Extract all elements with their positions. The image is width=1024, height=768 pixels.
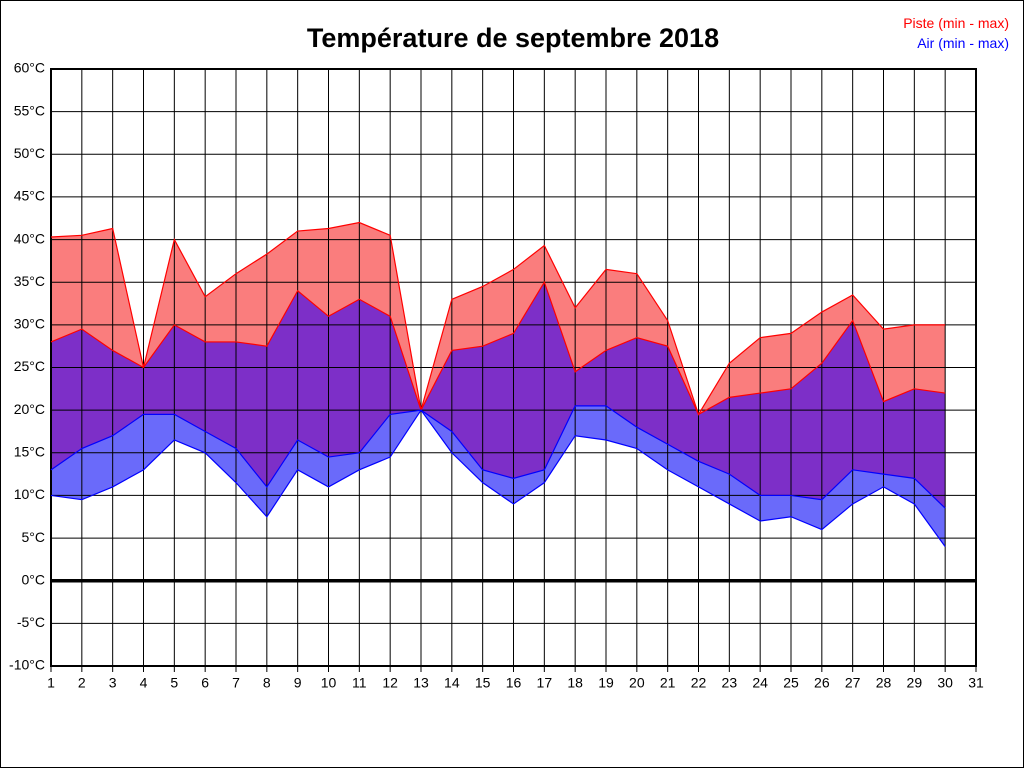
x-tick-label: 15 — [475, 674, 491, 690]
y-tick-label: 35°C — [14, 273, 45, 289]
y-tick-label: 60°C — [14, 60, 45, 76]
x-tick-label: 30 — [937, 674, 953, 690]
x-tick-label: 25 — [783, 674, 799, 690]
air-min-line — [50, 409, 946, 547]
y-axis: 60°C 55°C 50°C 45°C 40°C 35°C 30°C 25°C 20°C 15°C… — [9, 60, 45, 673]
x-tick-label: 19 — [598, 674, 614, 690]
series-outlines — [50, 221, 946, 547]
x-tick-label: 2 — [78, 674, 86, 690]
x-tick-label: 26 — [814, 674, 830, 690]
x-tick-label: 10 — [321, 674, 337, 690]
x-tick-label: 13 — [413, 674, 429, 690]
data-bands — [51, 222, 946, 547]
legend: Piste (min - max) Air (min - max) — [903, 13, 1009, 53]
page-title: Température de septembre 2018 — [306, 23, 720, 53]
y-tick-label: 50°C — [14, 145, 45, 161]
y-tick-label: -5°C — [17, 614, 45, 630]
x-tick-label: 1 — [47, 674, 55, 690]
x-tick-label: 16 — [506, 674, 522, 690]
y-tick-label: 10°C — [14, 486, 45, 502]
y-tick-label: 25°C — [14, 358, 45, 374]
x-tick-label: 20 — [629, 674, 645, 690]
x-tick-label: 24 — [752, 674, 768, 690]
x-tick-label: 7 — [232, 674, 240, 690]
x-tick-label: 29 — [907, 674, 923, 690]
legend-item-air: Air (min - max) — [917, 35, 1009, 51]
y-tick-label: -10°C — [9, 657, 45, 673]
x-tick-label: 6 — [201, 674, 209, 690]
x-tick-label: 14 — [444, 674, 460, 690]
overlap-band — [51, 282, 946, 509]
x-tick-label: 27 — [845, 674, 861, 690]
y-tick-label: 20°C — [14, 401, 45, 417]
air-max-line — [50, 405, 946, 509]
x-tick-label: 21 — [660, 674, 676, 690]
x-tick-label: 8 — [263, 674, 271, 690]
x-tick-label: 22 — [691, 674, 707, 690]
y-tick-label: 5°C — [22, 529, 46, 545]
y-tick-label: 30°C — [14, 316, 45, 332]
y-tick-label: 45°C — [14, 188, 45, 204]
x-tick-label: 28 — [876, 674, 892, 690]
x-tick-label: 12 — [382, 674, 398, 690]
x-tick-label: 9 — [294, 674, 302, 690]
y-tick-label: 40°C — [14, 230, 45, 246]
y-tick-label: 0°C — [22, 571, 46, 587]
piste-min-line — [50, 280, 946, 416]
x-tick-label: 17 — [537, 674, 553, 690]
x-axis: 1 2 3 4 5 6 7 8 9 10 11 12 13 14 15 16 17 18 19 20 21 22 23 24 2… — [47, 666, 984, 690]
piste-max-line — [50, 221, 946, 416]
x-tick-label: 4 — [140, 674, 148, 690]
x-tick-label: 18 — [567, 674, 583, 690]
x-tick-label: 23 — [722, 674, 738, 690]
x-tick-label: 3 — [109, 674, 117, 690]
legend-item-piste: Piste (min - max) — [903, 15, 1009, 31]
y-tick-label: 55°C — [14, 102, 45, 118]
x-tick-label: 5 — [170, 674, 178, 690]
x-tick-label: 11 — [352, 674, 367, 690]
y-tick-label: 15°C — [14, 443, 45, 459]
piste-band — [51, 222, 946, 415]
x-tick-label: 31 — [968, 674, 984, 690]
